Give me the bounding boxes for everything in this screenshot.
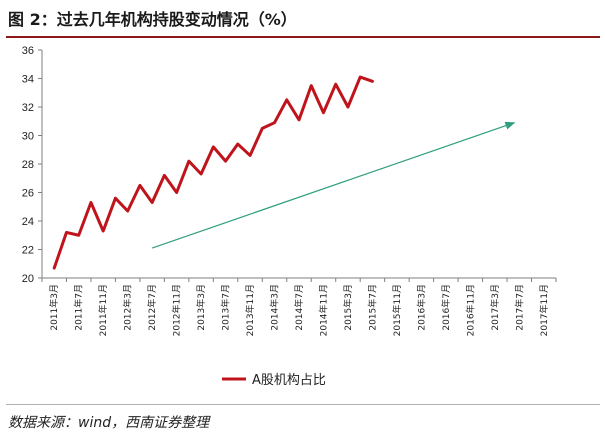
x-axis-ticks: 2011年3月 2011年7月 2011年11月 2012年3月 2012年7月 2012… <box>41 278 557 336</box>
y-axis-ticks: 20 22 24 26 28 30 32 34 36 <box>22 45 42 285</box>
x-tick-label: 2012年3月 <box>122 284 134 331</box>
x-tick-label: 2017年3月 <box>489 284 501 331</box>
y-tick-label: 22 <box>22 245 34 257</box>
x-tick-label: 2012年11月 <box>171 284 183 336</box>
x-tick-label: 2015年7月 <box>366 284 378 331</box>
x-tick-label: 2017年11月 <box>538 284 550 336</box>
x-tick-label: 2016年3月 <box>415 284 427 331</box>
x-tick-label: 2015年11月 <box>391 284 403 336</box>
source-divider <box>6 404 600 405</box>
x-tick-label: 2012年7月 <box>146 284 158 331</box>
y-tick-label: 36 <box>22 45 34 57</box>
x-tick-label: 2011年3月 <box>48 284 60 331</box>
y-tick-label: 20 <box>22 273 34 285</box>
trend-arrow <box>151 121 516 249</box>
annotation-layer <box>151 121 516 249</box>
y-tick-label: 24 <box>22 216 34 228</box>
legend: A股机构占比 <box>222 373 326 388</box>
y-tick-label: 34 <box>22 74 34 86</box>
y-tick-label: 32 <box>22 102 34 114</box>
x-tick-label: 2014年11月 <box>317 284 329 336</box>
figure-title: 图 2：过去几年机构持股变动情况（%） <box>8 10 297 29</box>
chart-axes <box>41 50 556 279</box>
x-tick-label: 2013年11月 <box>244 284 256 336</box>
x-tick-label: 2015年3月 <box>342 284 354 331</box>
x-tick-label: 2014年7月 <box>293 284 305 331</box>
x-tick-label: 2016年11月 <box>464 284 476 336</box>
x-tick-label: 2013年7月 <box>220 284 232 331</box>
x-tick-label: 2013年3月 <box>195 284 207 331</box>
legend-label: A股机构占比 <box>252 373 326 388</box>
series-layer <box>52 75 374 270</box>
title-divider <box>6 36 600 38</box>
y-tick-label: 28 <box>22 159 34 171</box>
x-tick-label: 2011年7月 <box>73 284 85 331</box>
x-tick-label: 2011年11月 <box>97 284 109 336</box>
y-tick-label: 26 <box>22 188 34 200</box>
series-line <box>52 75 374 270</box>
x-tick-label: 2014年3月 <box>269 284 281 331</box>
source-note: 数据来源：wind，西南证券整理 <box>8 415 210 431</box>
y-tick-label: 30 <box>22 131 34 143</box>
x-tick-label: 2016年7月 <box>440 284 452 331</box>
x-tick-label: 2017年7月 <box>513 284 525 331</box>
